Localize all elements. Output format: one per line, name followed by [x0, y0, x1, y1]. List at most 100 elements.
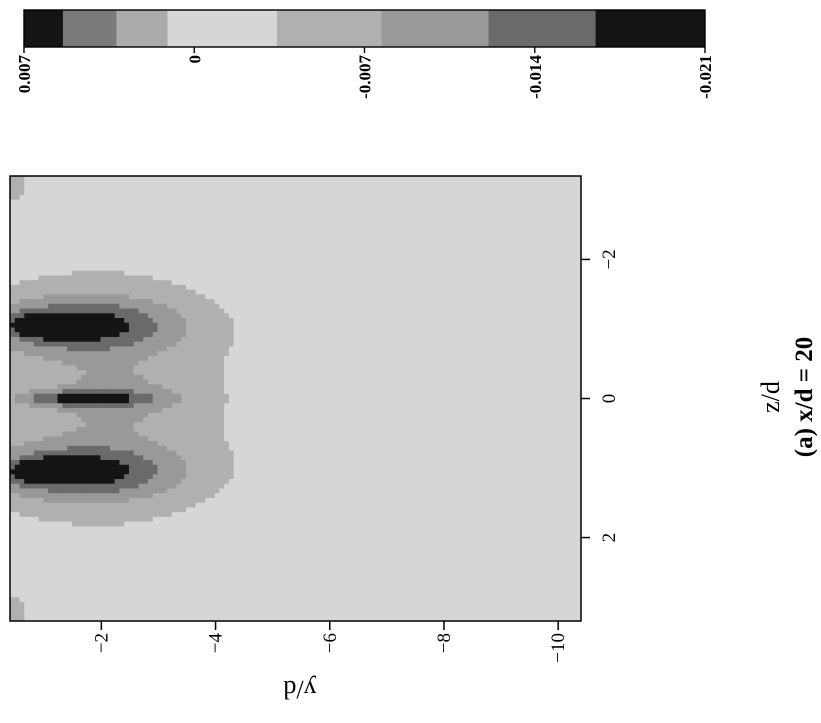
heatmap-cell [33, 384, 40, 390]
heatmap-cell [105, 270, 111, 277]
heatmap-cell [48, 412, 54, 419]
heatmap-cell [171, 242, 178, 248]
heatmap-cell [90, 199, 97, 206]
heatmap-cell [209, 426, 216, 433]
heatmap-cell [157, 450, 163, 456]
heatmap-cell [86, 370, 92, 376]
heatmap-cell [57, 606, 63, 613]
heatmap-cell [86, 360, 92, 366]
heatmap-cell [10, 407, 16, 414]
heatmap-cell [24, 431, 30, 437]
heatmap-cell [138, 455, 144, 461]
heatmap-cell [133, 341, 140, 348]
heatmap-cell [71, 431, 78, 437]
heatmap-cell [90, 308, 97, 314]
heatmap-cell [62, 332, 68, 338]
heatmap-cell [105, 407, 111, 414]
heatmap-cell [257, 308, 263, 314]
heatmap-cell [76, 393, 82, 400]
heatmap-cell [133, 308, 140, 314]
heatmap-cell [67, 602, 73, 608]
heatmap-cell [114, 180, 121, 187]
heatmap-cell [86, 318, 92, 324]
heatmap-cell [157, 592, 163, 598]
heatmap-cell [243, 289, 249, 295]
heatmap-cell [128, 606, 135, 613]
heatmap-cell [81, 374, 87, 381]
heatmap-cell [209, 512, 216, 518]
heatmap-cell [257, 313, 263, 319]
heatmap-cell [228, 540, 235, 546]
heatmap-cell [147, 185, 154, 191]
heatmap-cell [43, 450, 49, 456]
heatmap-cell [143, 611, 149, 617]
heatmap-cell [143, 483, 149, 490]
heatmap-cell [52, 370, 59, 376]
heatmap-cell [209, 351, 216, 357]
heatmap-cell [228, 606, 235, 613]
heatmap-cell [24, 540, 30, 546]
heatmap-cell [228, 450, 235, 456]
heatmap-cell [86, 549, 92, 556]
heatmap-cell [76, 450, 82, 456]
heatmap-cell [33, 265, 40, 272]
heatmap-cell [109, 483, 116, 490]
heatmap-cell [243, 194, 249, 201]
heatmap-cell [162, 247, 168, 253]
colorbar-level-5 [381, 10, 490, 47]
heatmap-cell [219, 308, 225, 314]
heatmap-cell [105, 417, 111, 423]
heatmap-cell [95, 417, 102, 423]
heatmap-cell [33, 313, 40, 319]
heatmap-cell [228, 318, 235, 324]
heatmap-cell [86, 483, 92, 490]
heatmap-cell [257, 299, 263, 305]
heatmap-cell [48, 332, 54, 338]
heatmap-cell [190, 180, 197, 187]
heatmap-cell [81, 228, 87, 234]
heatmap-cell [243, 436, 249, 442]
heatmap-cell [233, 374, 239, 381]
heatmap-cell [171, 232, 178, 239]
heatmap-cell [81, 545, 87, 551]
heatmap-cell [81, 403, 87, 409]
heatmap-cell [214, 204, 220, 210]
heatmap-cell [38, 360, 44, 366]
heatmap-cell [167, 261, 173, 267]
heatmap-cell [81, 275, 87, 281]
heatmap-cell [200, 374, 206, 381]
heatmap-cell [162, 564, 168, 570]
heatmap-cell [233, 493, 239, 499]
heatmap-cell [19, 223, 25, 229]
heatmap-cell [176, 360, 182, 366]
heatmap-cell [162, 351, 168, 357]
heatmap-cell [119, 597, 125, 603]
heatmap-cell [138, 578, 144, 584]
heatmap-cell [10, 478, 16, 485]
heatmap-cell [124, 213, 130, 220]
heatmap-cell [219, 261, 225, 267]
heatmap-cell [109, 412, 116, 419]
heatmap-cell [119, 180, 125, 187]
heatmap-cell [176, 365, 182, 371]
heatmap-cell [24, 341, 30, 348]
heatmap-cell [71, 483, 78, 490]
heatmap-cell [52, 355, 59, 362]
heatmap-cell [238, 204, 244, 210]
heatmap-cell [10, 185, 16, 191]
heatmap-cell [43, 261, 49, 267]
heatmap-cell [14, 535, 21, 542]
heatmap-cell [38, 403, 44, 409]
heatmap-cell [38, 512, 44, 518]
heatmap-cell [109, 516, 116, 523]
heatmap-cell [128, 379, 135, 385]
heatmap-cell [157, 365, 163, 371]
heatmap-cell [52, 606, 59, 613]
heatmap-cell [62, 464, 68, 471]
heatmap-cell [105, 256, 111, 262]
heatmap-cell [105, 313, 111, 319]
heatmap-cell [143, 213, 149, 220]
heatmap-cell [152, 512, 159, 518]
heatmap-cell [67, 564, 73, 570]
heatmap-cell [33, 299, 40, 305]
